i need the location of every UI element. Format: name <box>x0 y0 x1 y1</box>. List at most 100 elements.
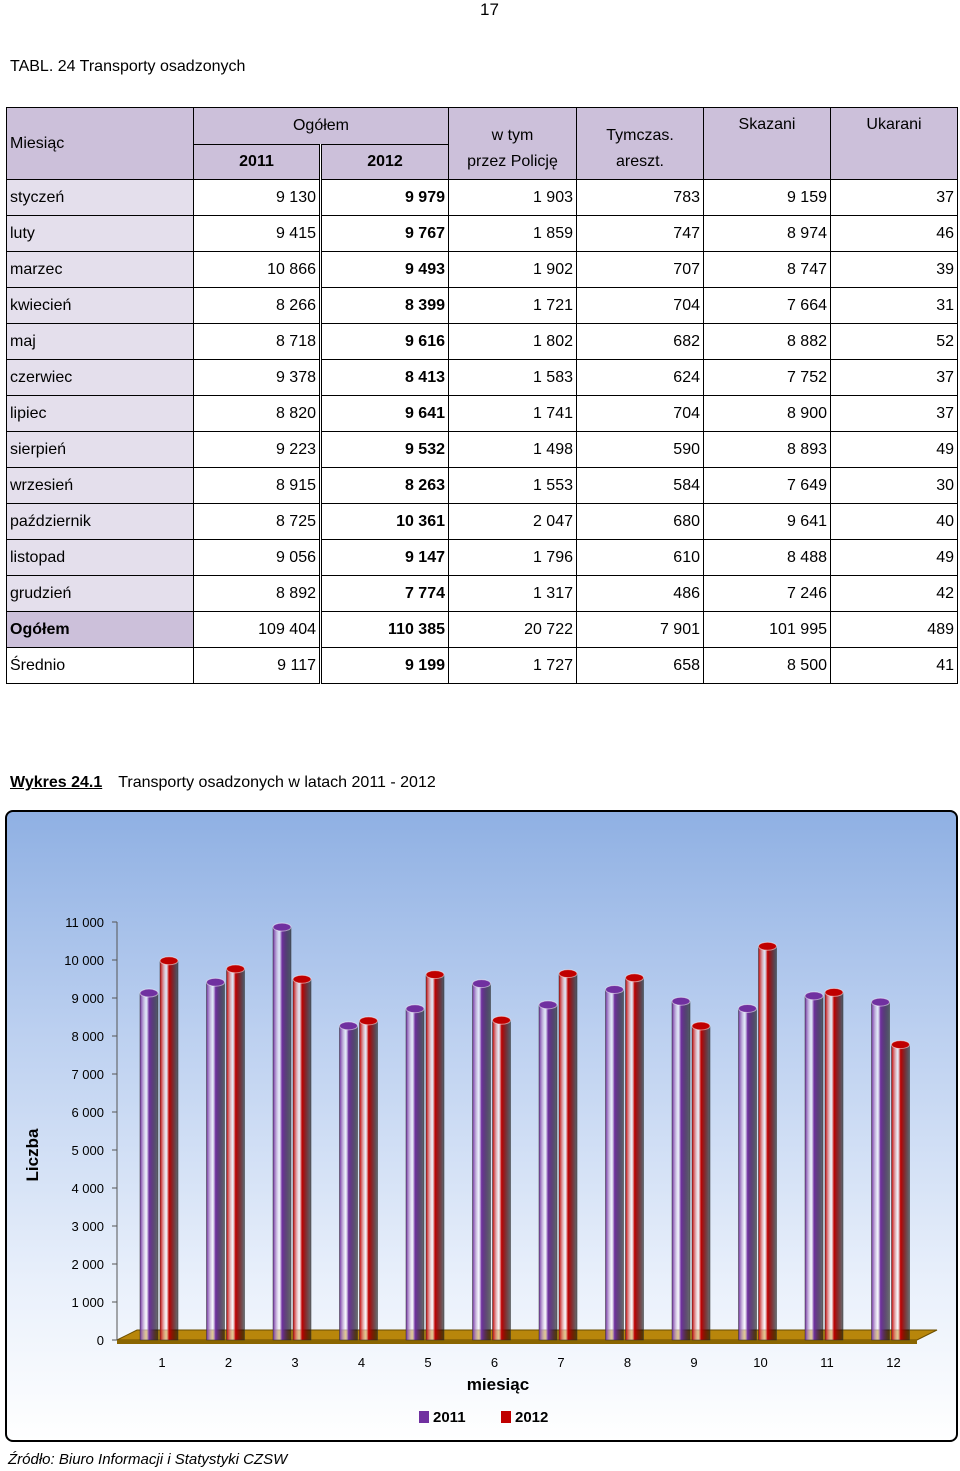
cell-y2012: 8 413 <box>320 359 449 396</box>
header-police-1: w tym <box>448 107 577 145</box>
chart-caption: Wykres 24.1 Transporty osadzonych w latac… <box>10 774 436 792</box>
y-tick-label: 8 000 <box>71 1029 104 1044</box>
y-tick-label: 7 000 <box>71 1067 104 1082</box>
cell-police: 1 741 <box>448 395 577 432</box>
cell-police: 2 047 <box>448 503 577 540</box>
bar-2012-4 <box>359 1020 378 1341</box>
cell-month: kwiecień <box>6 287 194 324</box>
cell-y2012: 110 385 <box>320 611 449 648</box>
cell-temp: 7 901 <box>576 611 704 648</box>
cell-temp: 707 <box>576 251 704 288</box>
cell-convicted: 9 159 <box>703 179 831 216</box>
bar-top-2012-4 <box>359 1016 378 1026</box>
cell-month: grudzień <box>6 575 194 612</box>
x-tick-label: 2 <box>225 1355 232 1370</box>
cell-temp: 590 <box>576 431 704 468</box>
cell-police: 1 802 <box>448 323 577 360</box>
header-temp-2: areszt. <box>576 144 704 180</box>
cell-punished: 489 <box>830 611 958 648</box>
bar-2011-7 <box>538 1004 558 1341</box>
y-tick-label: 0 <box>97 1333 104 1348</box>
bar-2011-3 <box>272 926 292 1341</box>
cell-month: listopad <box>6 539 194 576</box>
cell-police: 1 796 <box>448 539 577 576</box>
table-row: czerwiec 9 378 8 413 1 583 624 7 752 37 <box>6 359 958 396</box>
y-tick-label: 1 000 <box>71 1295 104 1310</box>
cell-punished: 31 <box>830 287 958 324</box>
table-title: TABL. 24 Transporty osadzonych <box>10 58 246 75</box>
cell-police: 1 317 <box>448 575 577 612</box>
bar-top-2011-1 <box>139 988 159 998</box>
bar-top-2012-1 <box>159 956 179 966</box>
cell-police: 1 721 <box>448 287 577 324</box>
cell-month: październik <box>6 503 194 540</box>
bar-2011-4 <box>339 1025 358 1341</box>
bar-top-2012-12 <box>891 1040 910 1050</box>
cell-y2012: 9 641 <box>320 395 449 432</box>
cell-month: Ogółem <box>6 611 194 648</box>
cell-convicted: 7 664 <box>703 287 831 324</box>
cell-convicted: 8 893 <box>703 431 831 468</box>
bar-top-2011-7 <box>538 1000 558 1010</box>
cell-punished: 39 <box>830 251 958 288</box>
y-tick-label: 3 000 <box>71 1219 104 1234</box>
header-total: Ogółem <box>193 107 449 145</box>
cell-convicted: 8 488 <box>703 539 831 576</box>
cell-month: marzec <box>6 251 194 288</box>
cell-punished: 49 <box>830 539 958 576</box>
page-number: 17 <box>480 0 499 19</box>
x-tick-label: 5 <box>424 1355 431 1370</box>
bar-2012-9 <box>691 1025 711 1341</box>
table-row: Ogółem 109 404 110 385 20 722 7 901 101 995 48… <box>6 611 958 648</box>
y-tick-label: 6 000 <box>71 1105 104 1120</box>
cell-month: Średnio <box>6 647 194 684</box>
cell-punished: 37 <box>830 179 958 216</box>
cell-punished: 30 <box>830 467 958 504</box>
bar-top-2011-3 <box>272 922 292 932</box>
bar-top-2011-10 <box>738 1003 757 1013</box>
bar-2012-8 <box>625 977 644 1341</box>
bar-top-2011-11 <box>804 991 824 1001</box>
cell-convicted: 101 995 <box>703 611 831 648</box>
bar-2011-2 <box>206 981 225 1341</box>
bar-2011-9 <box>671 1000 691 1341</box>
table-row: kwiecień 8 266 8 399 1 721 704 7 664 31 <box>6 287 958 324</box>
header-2011: 2011 <box>193 144 322 180</box>
chart-caption-title: Transporty osadzonych w latach 2011 - 20… <box>118 774 436 791</box>
cell-y2011: 8 725 <box>193 503 322 540</box>
table-row: wrzesień 8 915 8 263 1 553 584 7 649 30 <box>6 467 958 504</box>
cell-police: 1 902 <box>448 251 577 288</box>
cell-y2012: 9 616 <box>320 323 449 360</box>
cell-month: styczeń <box>6 179 194 216</box>
x-tick-label: 10 <box>753 1355 767 1370</box>
header-temp-1: Tymczas. <box>576 107 704 145</box>
cell-punished: 41 <box>830 647 958 684</box>
table-row: Średnio 9 117 9 199 1 727 658 8 500 41 <box>6 647 958 684</box>
bar-2012-1 <box>159 960 179 1341</box>
cell-y2012: 9 493 <box>320 251 449 288</box>
cell-y2011: 9 056 <box>193 539 322 576</box>
chart-frame: 0 1 000 2 000 3 000 4 000 5 000 6 000 7 000 8 00… <box>5 810 958 1442</box>
source-note: Źródło: Biuro Informacji i Statystyki CZ… <box>8 1451 288 1468</box>
cell-y2011: 10 866 <box>193 251 322 288</box>
cell-y2011: 8 266 <box>193 287 322 324</box>
cell-police: 1 903 <box>448 179 577 216</box>
x-tick-label: 11 <box>820 1355 834 1370</box>
x-tick-label: 4 <box>358 1355 365 1370</box>
cell-police: 1 859 <box>448 215 577 252</box>
cell-month: maj <box>6 323 194 360</box>
x-tick-label: 1 <box>158 1355 165 1370</box>
bar-2011-11 <box>804 995 824 1341</box>
bar-top-2011-12 <box>871 997 890 1007</box>
bar-top-2012-5 <box>425 970 445 980</box>
bar-top-2012-11 <box>824 987 844 997</box>
cell-convicted: 7 752 <box>703 359 831 396</box>
y-tick-label: 11 000 <box>65 915 104 930</box>
bar-2012-11 <box>824 992 844 1341</box>
table-row: maj 8 718 9 616 1 802 682 8 882 52 <box>6 323 958 360</box>
cell-police: 20 722 <box>448 611 577 648</box>
cell-temp: 704 <box>576 395 704 432</box>
bar-top-2012-10 <box>758 941 777 951</box>
bar-top-2011-4 <box>339 1021 358 1031</box>
bar-2011-1 <box>139 992 159 1341</box>
